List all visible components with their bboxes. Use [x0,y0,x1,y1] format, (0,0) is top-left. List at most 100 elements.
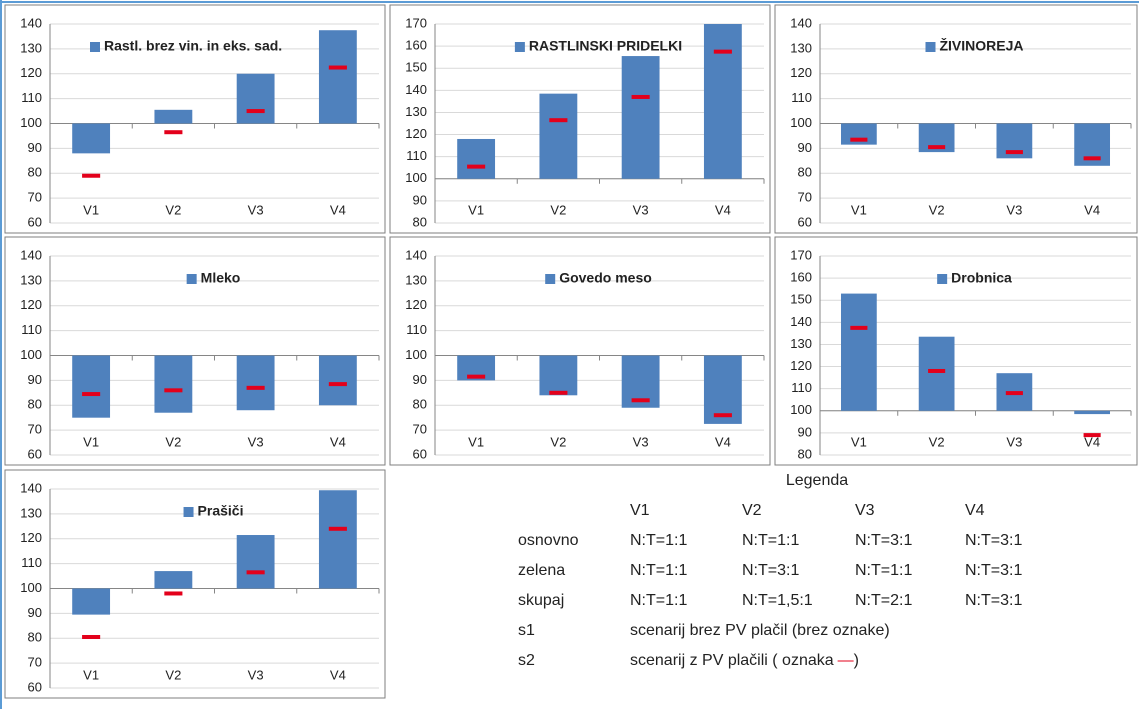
legend-label: Rastl. brez vin. in eks. sad. [104,38,282,54]
y-tick-label: 70 [413,422,427,437]
marker [164,130,183,135]
legend-swatch [514,42,525,52]
y-tick-label: 120 [20,297,42,312]
marker [164,591,183,596]
x-tick-label: V1 [468,434,484,449]
y-tick-label: 110 [791,90,812,105]
legend-cell: N:T=3:1 [965,562,1022,579]
y-tick-label: 90 [798,424,812,439]
y-tick-label: 120 [790,358,812,373]
chart-panel: 60 70 80 90 100 110 120 130 140 V1 V2 V3 V4 Prašiči [4,469,386,699]
legend-cell: zelena [518,562,565,579]
marker [713,49,732,54]
x-tick-label: V3 [248,434,264,449]
bar [236,355,275,411]
y-tick-label: 170 [405,15,427,30]
x-tick-label: V3 [248,667,264,682]
note-text: scenarij z PV plačili ( oznaka —) [630,652,859,669]
y-tick-label: 130 [405,104,427,119]
y-tick-label: 120 [790,65,812,80]
y-tick-label: 90 [413,192,427,207]
legend-cell: osnovno [518,532,579,549]
bar [918,336,955,411]
legend-swatch [937,274,948,284]
marker [164,388,183,393]
x-tick-label: V4 [715,202,731,217]
bar [72,355,111,418]
y-tick-label: 160 [405,38,427,53]
bar [236,535,275,589]
legend-title: Legenda [786,472,848,489]
bar [154,109,193,124]
marker [549,118,568,123]
y-tick-label: 80 [28,630,42,645]
panel-border [774,236,1138,466]
x-tick-label: V4 [715,434,731,449]
y-tick-label: 110 [21,322,42,337]
note-text-part: scenarij brez PV plačil (brez oznake) [630,622,890,639]
y-tick-label: 80 [798,446,812,461]
chart-panel: 60 70 80 90 100 110 120 130 140 V1 V2 V3 V4 Rastl. br… [4,4,386,234]
y-tick-label: 80 [413,397,427,412]
y-tick-label: 140 [405,82,427,97]
x-tick-label: V4 [1084,434,1100,449]
marker [850,325,868,330]
chart-panel: 60 70 80 90 100 110 120 130 140 V1 V2 V3 V4 Mleko [4,236,386,466]
legend-label: Drobnica [951,270,1012,286]
legend-header: V3 [855,502,875,519]
y-tick-label: 70 [28,422,42,437]
legend-cell: N:T=2:1 [855,592,912,609]
y-tick-label: 130 [790,40,812,55]
x-tick-label: V3 [633,202,649,217]
legend-cell: N:T=1:1 [630,532,687,549]
y-tick-label: 130 [790,336,812,351]
marker [1005,150,1023,155]
y-tick-label: 90 [28,372,42,387]
y-tick-label: 160 [790,270,812,285]
marker [82,635,101,640]
y-tick-label: 60 [28,446,42,461]
bar [154,571,193,589]
legend-label: Mleko [201,270,241,286]
marker [246,109,265,114]
bar [236,73,275,124]
panel-border [4,236,386,466]
marker [1083,156,1101,161]
y-tick-label: 130 [20,505,42,520]
note-text-part: scenarij z PV plačili ( oznaka [630,652,834,669]
marker [928,368,946,373]
y-tick-label: 130 [20,272,42,287]
bar [1074,410,1111,415]
note-after: ) [854,652,859,669]
note-label: s1 [518,622,535,639]
bar [72,123,111,154]
legend-swatch [90,42,100,52]
legend-cell: N:T=3:1 [855,532,912,549]
chart-panel: 60 70 80 90 100 110 120 130 140 V1 V2 V3 V4 Govedo me… [389,236,771,466]
bar [539,355,578,396]
y-tick-label: 60 [798,214,812,229]
x-tick-label: V3 [1006,434,1022,449]
y-tick-label: 100 [405,347,427,362]
chart-panel: 80 90 100 110 120 130 140 150 160 170 V1 V2 V3 V4 RAST… [389,4,771,234]
marker [467,374,486,379]
legend-header: V4 [965,502,985,519]
bar [840,123,877,145]
bar [840,293,877,411]
legend-label: RASTLINSKI PRIDELKI [529,38,682,54]
marker [549,390,568,395]
x-tick-label: V1 [468,202,484,217]
y-tick-label: 150 [405,60,427,75]
y-tick-label: 80 [28,165,42,180]
x-tick-label: V1 [83,434,99,449]
y-tick-label: 110 [406,148,427,163]
bar [703,355,742,424]
legend-cell: N:T=1:1 [855,562,912,579]
marker [1005,391,1023,396]
legend-table: Legenda V1 V2 V3 V4 osnovno N:T=1:1 N:T=1:1 N:T=… [518,472,1022,669]
marker [82,392,101,397]
chart-panel: 60 70 80 90 100 110 120 130 140 V1 V2 V3 V4 ŽIVINOREJ… [774,4,1138,234]
y-tick-label: 140 [790,314,812,329]
legend-cell: N:T=3:1 [965,592,1022,609]
